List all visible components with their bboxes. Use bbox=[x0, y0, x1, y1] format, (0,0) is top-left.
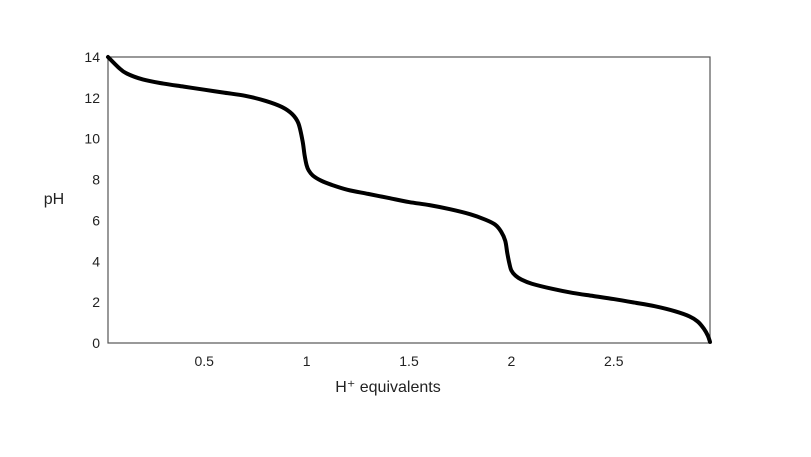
x-tick-label: 0.5 bbox=[195, 353, 215, 369]
x-tick-label: 1.5 bbox=[399, 353, 419, 369]
plot-area-frame bbox=[107, 56, 711, 344]
x-tick-labels: 0.5 1 1.5 2 2.5 bbox=[195, 353, 624, 369]
y-tick-label: 2 bbox=[92, 294, 100, 310]
y-tick-label: 12 bbox=[84, 90, 100, 106]
y-tick-label: 6 bbox=[92, 212, 100, 228]
y-tick-labels: 0 2 4 6 8 10 12 14 bbox=[84, 49, 100, 351]
y-tick-label: 4 bbox=[92, 253, 100, 269]
y-axis-title: pH bbox=[44, 191, 64, 208]
y-tick-label: 14 bbox=[84, 49, 100, 65]
titration-curve-line bbox=[106, 55, 712, 344]
x-axis-title: H⁺ equivalents bbox=[335, 379, 440, 396]
x-tick-label: 2 bbox=[507, 353, 515, 369]
y-tick-label: 0 bbox=[92, 335, 100, 351]
x-tick-label: 2.5 bbox=[604, 353, 624, 369]
y-tick-label: 8 bbox=[92, 172, 100, 188]
x-tick-label: 1 bbox=[303, 353, 311, 369]
y-tick-label: 10 bbox=[84, 131, 100, 147]
